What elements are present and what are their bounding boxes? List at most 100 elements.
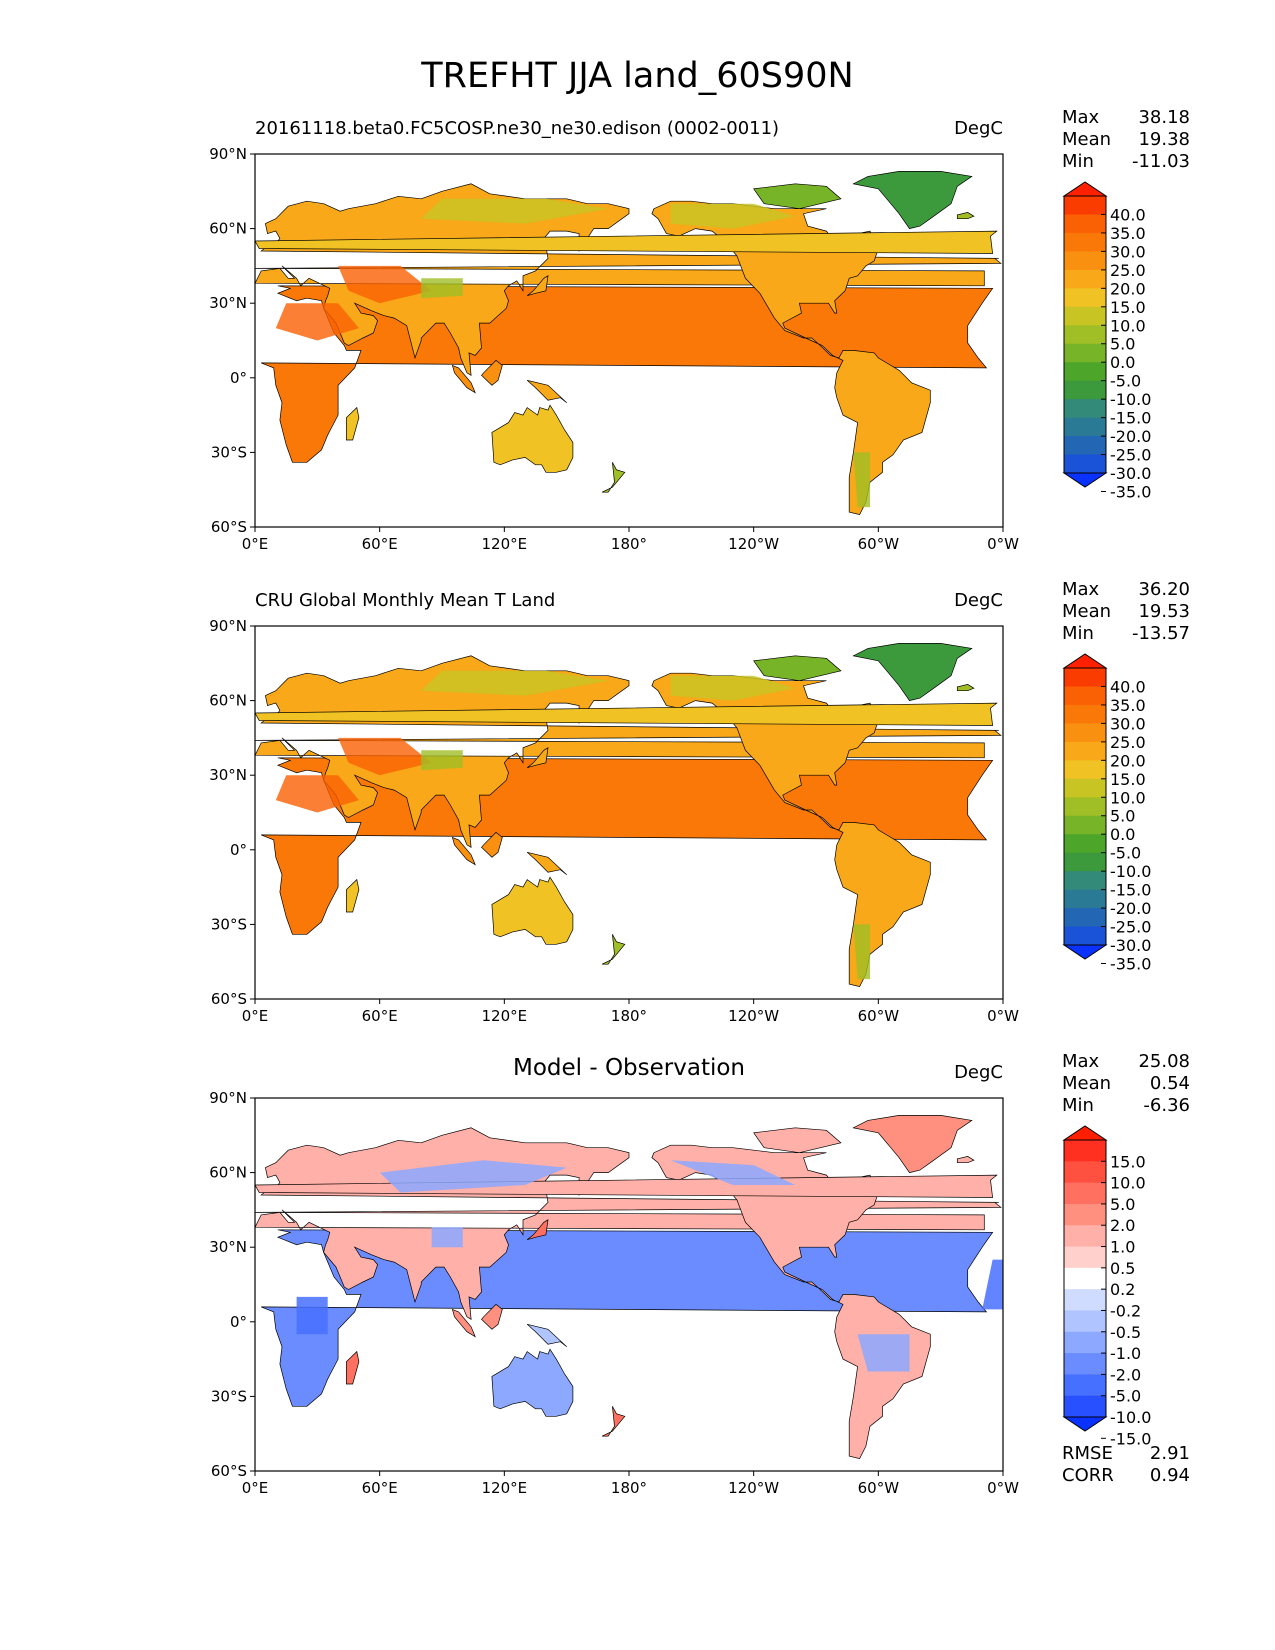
landmass-greenland	[852, 1115, 973, 1173]
lon-tick-label: 0°W	[987, 1007, 1019, 1025]
colorbar-segment	[1064, 889, 1106, 909]
colorbar-segment	[1064, 926, 1106, 946]
landmass-japan	[526, 1219, 549, 1241]
colorbar-tick-label: -0.5	[1110, 1323, 1141, 1342]
lon-tick-label: 60°E	[362, 535, 398, 553]
landmass-arcticIslands	[753, 183, 842, 210]
lat-tick-label: 60°S	[211, 518, 247, 536]
lon-tick-label: 120°E	[482, 535, 528, 553]
landmass-borneo	[481, 359, 503, 386]
landmass-madagascar	[346, 1350, 360, 1385]
landmass-japan	[526, 275, 549, 297]
colorbar-tick-label: -15.0	[1110, 1429, 1151, 1448]
colorbar-tick-label: -10.0	[1110, 390, 1151, 409]
colorbar-segment	[1064, 1374, 1106, 1397]
stat-label: Max	[1062, 1051, 1100, 1072]
colorbar-segment	[1064, 1182, 1106, 1205]
landmass-sumatra	[451, 836, 476, 866]
lon-tick-label: 180°	[611, 1007, 647, 1025]
colorbar: 40.035.030.025.020.015.010.05.00.0-5.0-1…	[1062, 653, 1151, 973]
hot-region	[275, 775, 359, 813]
colorbar-tick-label: -2.0	[1110, 1365, 1141, 1384]
lon-tick-label: 180°	[611, 1479, 647, 1497]
lon-tick-label: 60°E	[362, 1479, 398, 1497]
stat-label: Mean	[1062, 129, 1112, 150]
colorbar: 40.035.030.025.020.015.010.05.00.0-5.0-1…	[1062, 181, 1151, 501]
colorbar-tick-label: -5.0	[1110, 1387, 1141, 1406]
stats-block: Max 25.08 Mean 0.54 Min -6.36	[1062, 1051, 1190, 1117]
bottom-stats: RMSE 2.91 CORR 0.94	[1062, 1443, 1190, 1487]
stat-value: 36.20	[1138, 579, 1190, 600]
colorbar-tick-label: 10.0	[1110, 788, 1146, 807]
lat-tick-label: 30°N	[209, 1238, 247, 1256]
colorbar-extend-max	[1062, 181, 1108, 197]
colorbar-segment	[1064, 815, 1106, 835]
stat-label: Mean	[1062, 601, 1112, 622]
lon-tick-label: 60°E	[362, 1007, 398, 1025]
colorbar-tick-label: 5.0	[1110, 807, 1135, 826]
stat-value: 25.08	[1138, 1051, 1190, 1072]
landmass-uk	[255, 230, 998, 254]
colorbar-tick-label: 5.0	[1110, 1195, 1135, 1214]
landmass-australia	[491, 1348, 574, 1417]
rmse-value: 2.91	[1149, 1443, 1190, 1464]
colorbar-extend-min	[1062, 1416, 1108, 1432]
colorbar-segment	[1064, 760, 1106, 780]
colorbar-tick-label: 2.0	[1110, 1216, 1135, 1235]
map-panel-2: 90°N 60°N 30°N 0° 30°S 60°S0°E 60°E 120°E 180° 12…	[209, 617, 1019, 1025]
lat-tick-label: 60°S	[211, 990, 247, 1008]
stat-value: -11.03	[1131, 151, 1190, 172]
colorbar-segment	[1064, 454, 1106, 474]
colorbar-segment	[1064, 797, 1106, 817]
landmass-newGuinea	[526, 379, 567, 403]
lat-tick-label: 30°S	[211, 443, 247, 461]
colorbar-extend-max	[1062, 1125, 1108, 1141]
colorbar-segment	[1064, 362, 1106, 382]
colorbar-tick-label: -20.0	[1110, 427, 1151, 446]
cool-bias-region	[982, 1259, 1003, 1310]
panel-observation: CRU Global Monthly Mean T Land DegC Max 3…	[0, 579, 1275, 1050]
colorbar-frame	[1063, 195, 1107, 474]
colorbar-segment	[1064, 325, 1106, 345]
cool-bias-region	[379, 1160, 567, 1193]
lon-tick-label: 0°E	[242, 1479, 269, 1497]
colorbar-tick-label: -35.0	[1110, 482, 1151, 501]
colorbar-segment	[1064, 399, 1106, 419]
panel-subtitle: 20161118.beta0.FC5COSP.ne30_ne30.edison …	[255, 118, 780, 139]
colorbar-segment	[1064, 232, 1106, 252]
colorbar-tick-label: 35.0	[1110, 696, 1146, 715]
colorbar-tick-label: -15.0	[1110, 881, 1151, 900]
landmass-borneo	[481, 1303, 503, 1330]
lon-tick-label: 60°W	[858, 535, 900, 553]
colorbar-segment	[1064, 1246, 1106, 1269]
colorbar-segment	[1064, 723, 1106, 743]
stats-block: Max 36.20 Mean 19.53 Min -13.57	[1062, 579, 1190, 645]
colorbar-tick-label: 35.0	[1110, 224, 1146, 243]
landmass-australia	[491, 876, 574, 945]
lat-tick-label: 0°	[230, 1313, 247, 1331]
lon-tick-label: 120°W	[728, 1479, 779, 1497]
colorbar-segment	[1064, 380, 1106, 400]
colorbar-segment	[1064, 1289, 1106, 1311]
landmass-arcticIslands	[753, 1127, 842, 1154]
colorbar-segment	[1064, 343, 1106, 363]
map-panel-3: 90°N 60°N 30°N 0° 30°S 60°S0°E 60°E 120°E 180° 12…	[209, 1089, 1019, 1497]
lon-tick-label: 0°W	[987, 535, 1019, 553]
landmass-madagascar	[346, 406, 360, 441]
landmass-sumatra	[451, 1308, 476, 1338]
colorbar-tick-label: 30.0	[1110, 714, 1146, 733]
colorbar-tick-label: -0.2	[1110, 1301, 1141, 1320]
landmass-japan	[526, 747, 549, 769]
hot-region	[275, 303, 359, 341]
lat-tick-label: 90°N	[209, 145, 247, 163]
colorbar-segment	[1064, 269, 1106, 289]
landmass-newGuinea	[526, 851, 567, 875]
landmass-iceland	[956, 1156, 975, 1164]
colorbar-tick-label: -25.0	[1110, 918, 1151, 937]
lat-tick-label: 30°N	[209, 294, 247, 312]
colorbar-tick-label: 15.0	[1110, 770, 1146, 789]
colorbar-segment	[1064, 778, 1106, 798]
stats-block: Max 38.18 Mean 19.38 Min -11.03	[1062, 107, 1190, 173]
landmass-nz	[601, 934, 626, 965]
colorbar-segment	[1064, 1161, 1106, 1184]
